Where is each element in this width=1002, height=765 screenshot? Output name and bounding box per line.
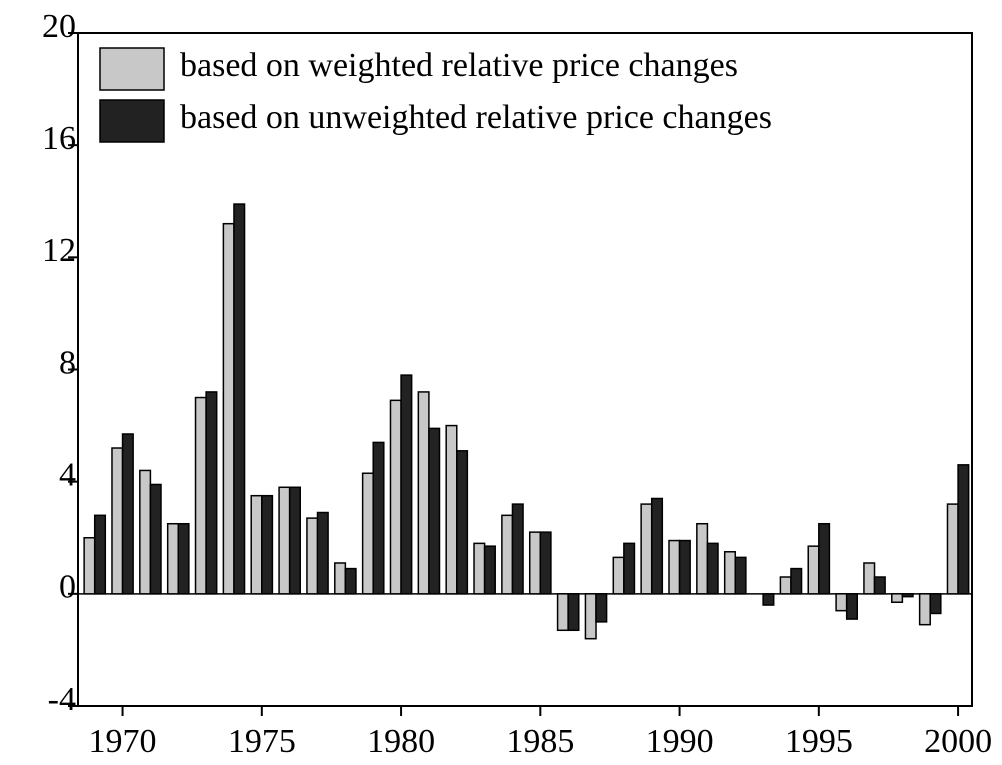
bar [734,556,747,595]
bar [668,539,681,595]
bar [83,537,96,595]
y-tick-label: 4 [59,456,76,493]
bar [845,593,859,620]
bar [623,542,636,595]
bar [93,514,107,595]
y-tick-label: -4 [48,681,76,718]
y-tick-label: 0 [59,569,76,606]
bar [696,522,709,595]
bar [456,450,469,595]
bar [584,593,597,640]
bar [344,567,357,595]
legend-swatch [99,99,165,143]
bar [539,531,552,595]
y-tick-label: 20 [42,8,76,45]
bar [278,486,291,595]
bar [400,374,413,595]
bar [250,494,263,595]
y-tick-label: 12 [42,232,76,269]
bar [389,399,402,595]
bar [372,441,385,595]
bar [111,447,124,595]
x-tick-label: 1975 [228,723,296,760]
bar [511,503,524,595]
bar [501,514,514,595]
bar [233,203,246,595]
bar [445,424,458,595]
x-tick-label: 1990 [646,723,714,760]
bar [918,593,931,626]
bar [166,522,180,595]
bar [288,486,301,595]
bar [261,494,274,595]
bar [957,464,970,595]
bar [473,542,486,595]
x-tick-label: 2000 [924,723,992,760]
bar [901,593,914,598]
x-tick-label: 1970 [89,723,157,760]
bar [334,562,347,595]
bar [929,593,942,615]
bar [706,542,719,595]
bar [139,469,152,595]
bar [556,593,569,632]
bar [863,562,876,595]
x-tick-label: 1995 [785,723,853,760]
bar [428,427,441,595]
bar [790,567,803,595]
x-tick-label: 1985 [506,723,574,760]
bar [835,593,848,612]
y-tick-label: 16 [42,120,76,157]
bar [818,522,831,595]
bar [779,576,792,595]
legend-label: based on weighted relative price changes [180,47,738,84]
bar [612,556,625,595]
bar [177,522,190,595]
bar [316,511,329,595]
bar [873,576,886,595]
bar [121,433,134,595]
bar [595,593,608,623]
bar [762,593,775,606]
bar [528,531,542,595]
bar [149,483,162,595]
bar [723,551,737,595]
bar [567,593,580,632]
legend-label: based on unweighted relative price chang… [180,99,772,136]
y-tick-label: 8 [59,344,76,381]
bar [483,545,496,595]
bar [650,497,664,595]
bar [807,545,820,595]
x-tick-label: 1980 [367,723,435,760]
bar [640,503,653,595]
bar [194,396,207,595]
bar [361,472,374,595]
bar [946,503,959,595]
bar [205,391,218,595]
legend-swatch [99,47,165,91]
bar [222,222,235,595]
bar [306,517,319,595]
bar [891,593,904,603]
bar [417,391,430,595]
bar [678,539,691,595]
